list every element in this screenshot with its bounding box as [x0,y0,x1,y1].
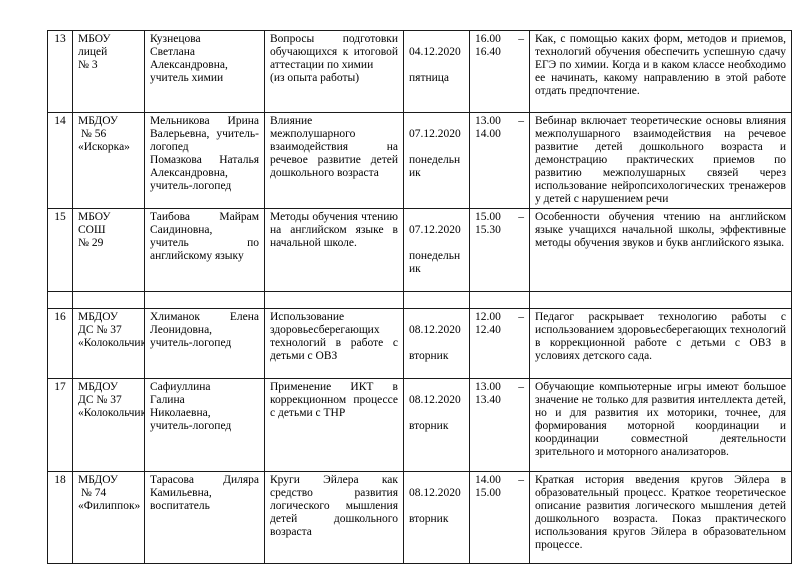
document-page: 13 МБОУ лицей № 3 Кузнецова Светлана Але… [47,30,792,564]
time-cell: 16.00 – 16.40 [469,30,530,113]
time-end: 16.40 [475,46,501,58]
schedule-row-15: 15 МБОУ СОШ № 29 Таибова Майрам Саидинов… [47,208,792,292]
schedule-row-13: 13 МБОУ лицей № 3 Кузнецова Светлана Але… [47,30,792,113]
description-cell: Вебинар включает теоретические основы вл… [529,112,792,209]
row-number: 15 [47,208,73,292]
empty-cell [529,291,792,309]
description-cell: Как, с помощью каких форм, методов и при… [529,30,792,113]
time-cell: 13.00 – 14.00 [469,112,530,209]
topic-cell: Круги Эйлера как средство развития логич… [264,471,404,564]
schedule-row-16: 16 МБДОУ ДС № 37 «Колокольчик» Хлиманок … [47,308,792,379]
weekday-value: пятница [409,72,450,84]
institution-cell: МБДОУ № 56 «Искорка» [72,112,145,209]
weekday-value: понедельник [409,154,461,179]
time-cell: 13.00 – 13.40 [469,378,530,472]
empty-cell [403,291,470,309]
time-cell: 12.00 – 12.40 [469,308,530,379]
row-number: 13 [47,30,73,113]
teacher-cell: Сафиуллина Галина Николаевна, учитель-ло… [144,378,265,472]
time-dash: – [518,474,524,486]
institution-cell: МБОУ СОШ № 29 [72,208,145,292]
row-number: 14 [47,112,73,209]
date-value: 08.12.2020 [409,394,461,406]
date-cell: 04.12.2020 пятница [403,30,470,113]
time-start: 13.00 [475,381,501,393]
teacher-cell: Тарасова Диляра Камильевна, воспитатель [144,471,265,564]
description-cell: Краткая история введения кругов Эйлера в… [529,471,792,564]
weekday-value: вторник [409,513,449,525]
date-value: 08.12.2020 [409,487,461,499]
topic-cell: Вопросы подготовки обучающихся к итогово… [264,30,404,113]
description-cell: Особенности обучения чтению на английско… [529,208,792,292]
date-value: 08.12.2020 [409,324,461,336]
time-end: 15.30 [475,224,501,236]
teacher-cell: Кузнецова Светлана Александровна, учител… [144,30,265,113]
date-cell: 08.12.2020 вторник [403,308,470,379]
date-value: 07.12.2020 [409,224,461,236]
schedule-row-17: 17 МБДОУ ДС № 37 «Колокольчик» Сафиуллин… [47,378,792,472]
teacher-cell: Хлиманок Елена Леонидовна, учитель-логоп… [144,308,265,379]
weekday-value: вторник [409,420,449,432]
teacher-cell: Таибова Майрам Саидиновна, учитель по ан… [144,208,265,292]
page-break-spacer-row [47,291,792,309]
time-dash: – [518,115,524,127]
institution-cell: МБДОУ № 74 «Филиппок» [72,471,145,564]
time-dash: – [518,33,524,45]
schedule-row-14: 14 МБДОУ № 56 «Искорка» Мельникова Ирина… [47,112,792,209]
topic-cell: Использование здоровьесберегающих технол… [264,308,404,379]
schedule-table: 13 МБОУ лицей № 3 Кузнецова Светлана Але… [47,30,792,564]
date-cell: 08.12.2020 вторник [403,471,470,564]
topic-cell: Методы обучения чтению на английском язы… [264,208,404,292]
time-dash: – [518,381,524,393]
time-end: 15.00 [475,487,501,499]
empty-cell [47,291,73,309]
row-number: 16 [47,308,73,379]
row-number: 18 [47,471,73,564]
time-start: 14.00 [475,474,501,486]
weekday-value: вторник [409,350,449,362]
date-value: 04.12.2020 [409,46,461,58]
time-start: 16.00 [475,33,501,45]
institution-cell: МБДОУ ДС № 37 «Колокольчик» [72,308,145,379]
time-dash: – [518,211,524,223]
time-start: 12.00 [475,311,501,323]
institution-cell: МБДОУ ДС № 37 «Колокольчик» [72,378,145,472]
empty-cell [144,291,265,309]
date-value: 07.12.2020 [409,128,461,140]
weekday-value: понедельник [409,250,461,275]
description-cell: Обучающие компьютерные игры имеют большо… [529,378,792,472]
time-end: 13.40 [475,394,501,406]
row-number: 17 [47,378,73,472]
time-cell: 14.00 – 15.00 [469,471,530,564]
time-end: 12.40 [475,324,501,336]
institution-cell: МБОУ лицей № 3 [72,30,145,113]
topic-cell: Применение ИКТ в коррекционном процессе … [264,378,404,472]
date-cell: 08.12.2020 вторник [403,378,470,472]
time-start: 13.00 [475,115,501,127]
date-cell: 07.12.2020 понедельник [403,112,470,209]
schedule-row-18: 18 МБДОУ № 74 «Филиппок» Тарасова Диляра… [47,471,792,564]
time-dash: – [518,311,524,323]
empty-cell [264,291,404,309]
time-end: 14.00 [475,128,501,140]
empty-cell [72,291,145,309]
date-cell: 07.12.2020 понедельник [403,208,470,292]
description-cell: Педагог раскрывает технологию работы с и… [529,308,792,379]
time-start: 15.00 [475,211,501,223]
empty-cell [469,291,530,309]
teacher-cell: Мельникова Ирина Валерьевна, учитель-лог… [144,112,265,209]
time-cell: 15.00 – 15.30 [469,208,530,292]
topic-cell: Влияние межполушарного взаимодействия на… [264,112,404,209]
